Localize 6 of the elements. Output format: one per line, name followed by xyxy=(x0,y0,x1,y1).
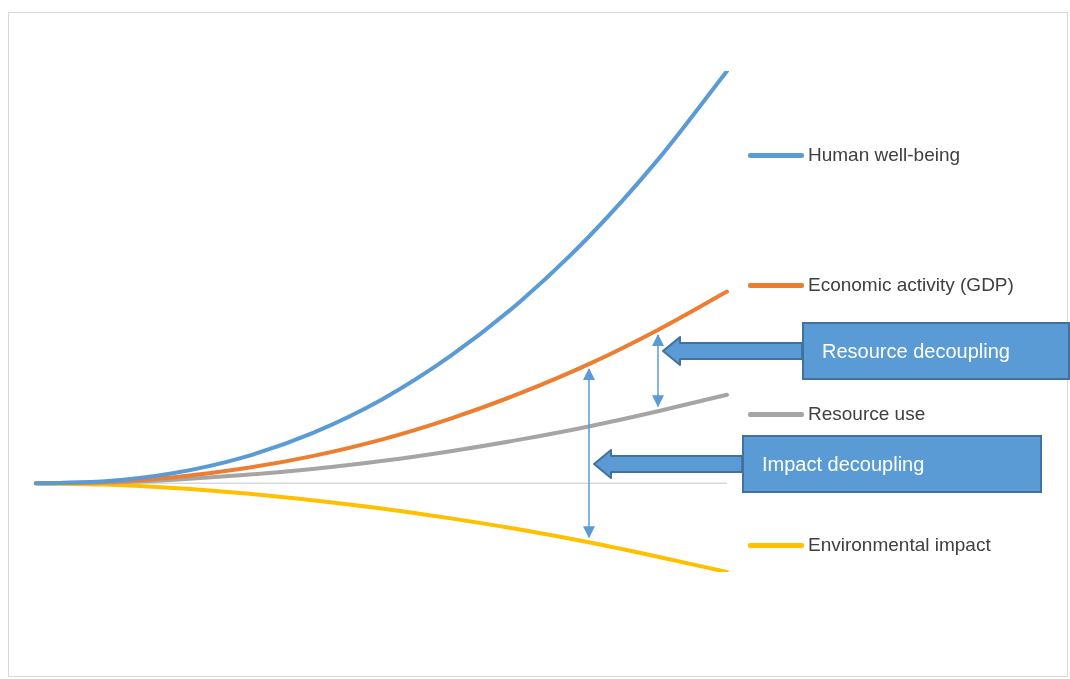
legend-label: Environmental impact xyxy=(808,534,991,556)
legend-label: Human well-being xyxy=(808,144,961,166)
text: Resource decoupling xyxy=(822,339,1010,364)
legend-label: Resource use xyxy=(808,403,926,425)
text: Impact decoupling xyxy=(762,452,925,477)
legend-label: Economic activity (GDP) xyxy=(808,274,1014,296)
